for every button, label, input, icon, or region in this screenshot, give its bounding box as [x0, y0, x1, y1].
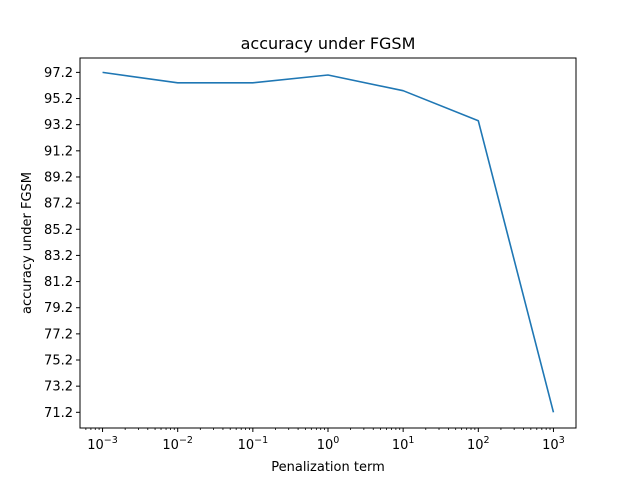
y-tick-label: 83.2 [44, 249, 73, 264]
y-tick-label: 79.2 [44, 301, 73, 316]
x-tick-label: 103 [542, 435, 565, 453]
y-tick-label: 89.2 [44, 170, 73, 185]
x-tick-label: 102 [467, 435, 490, 453]
x-tick-label: 10−1 [238, 435, 269, 453]
series-line [102, 71, 555, 413]
y-tick-label: 77.2 [44, 327, 73, 342]
x-axis: 10−3 10−2 10−1 100 101 102 103 [85, 428, 565, 453]
x-tick-label: 100 [317, 435, 340, 453]
y-tick-label: 75.2 [44, 354, 73, 369]
x-tick-label: 10−2 [162, 435, 193, 453]
series-layer [102, 71, 555, 413]
y-axis-label: accuracy under FGSM [20, 172, 35, 314]
y-tick-label: 87.2 [44, 197, 73, 212]
y-axis: 71.2 73.2 75.2 77.2 79.2 81.2 83.2 85.2 87.2 89.2… [44, 66, 80, 421]
plot-frame [79, 57, 577, 429]
y-tick-label: 91.2 [44, 144, 73, 159]
y-tick-label: 85.2 [44, 223, 73, 238]
y-tick-label: 95.2 [44, 92, 73, 107]
x-axis-label: Penalization term [271, 460, 385, 475]
y-tick-label: 93.2 [44, 118, 73, 133]
x-tick-label: 101 [392, 435, 415, 453]
y-tick-label: 73.2 [44, 380, 73, 395]
y-tick-label: 97.2 [44, 66, 73, 81]
x-tick-label: 10−3 [87, 435, 118, 453]
y-tick-label: 81.2 [44, 275, 73, 290]
y-tick-label: 71.2 [44, 406, 73, 421]
chart-title: accuracy under FGSM [241, 34, 416, 53]
